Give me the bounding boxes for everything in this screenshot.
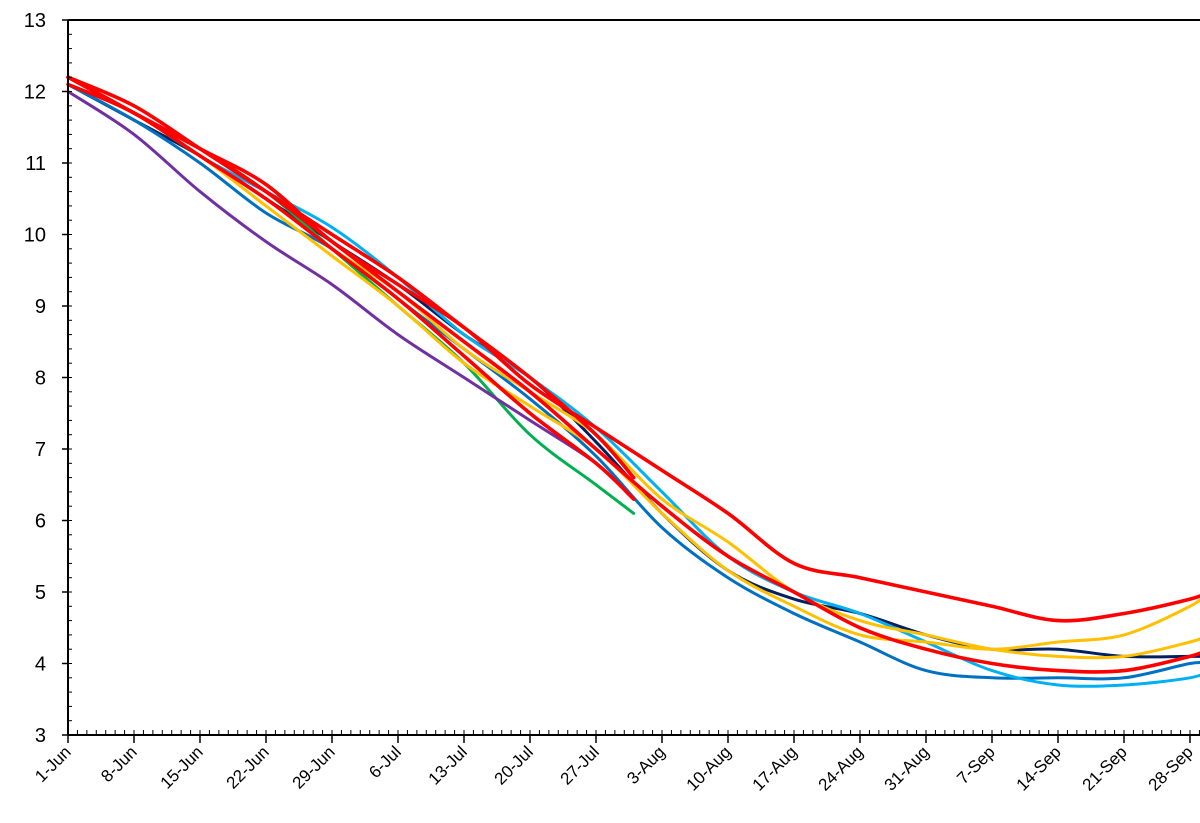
axes-layer [67, 19, 1200, 736]
x-tick-label: 6-Jul [365, 742, 404, 781]
series-line-2 [66, 82, 1200, 681]
y-tick-label: 12 [24, 82, 46, 104]
y-tick-label: 6 [35, 511, 46, 533]
x-tick-label: 8-Jun [97, 742, 141, 786]
series-line-11 [66, 82, 636, 501]
x-tick-label: 29-Jun [289, 742, 339, 792]
x-tick-label: 3-Aug [623, 742, 669, 788]
y-tick-label: 3 [35, 725, 46, 747]
x-tick-labels: 1-Jun 8-Jun 15-Jun 22-Jun 29-Jun 6-Jul 13-Jul 2… [31, 742, 1197, 794]
x-tick-label: 15-Jun [157, 742, 207, 792]
x-tick-label: 17-Aug [749, 742, 801, 794]
y-tick-label: 7 [35, 439, 46, 461]
x-tick-label: 13-Jul [425, 742, 471, 788]
x-tick-label: 28-Sep [1145, 742, 1197, 794]
x-tick-label: 1-Jun [31, 742, 75, 786]
series-line-6 [66, 75, 1200, 651]
series-layer [66, 75, 1200, 688]
y-tick-label: 10 [24, 225, 46, 247]
x-tick-label: 7-Sep [953, 742, 999, 788]
x-tick-label: 27-Jul [557, 742, 603, 788]
x-tick-label: 10-Aug [683, 742, 735, 794]
series-line-4 [66, 75, 636, 515]
x-tick-label: 20-Jul [491, 742, 537, 788]
x-tick-label: 24-Aug [815, 742, 867, 794]
y-tick-labels: 3 4 5 6 7 8 9 10 11 12 13 [24, 10, 46, 747]
x-tick-label: 31-Aug [881, 742, 933, 794]
y-tick-label: 8 [35, 368, 46, 390]
series-line-8 [66, 75, 1200, 623]
y-tick-label: 5 [35, 582, 46, 604]
y-tick-label: 9 [35, 296, 46, 318]
series-line-10 [66, 75, 636, 480]
x-tick-label: 14-Sep [1013, 742, 1065, 794]
x-tick-label: 22-Jun [223, 742, 273, 792]
series-line-7 [66, 75, 1200, 660]
y-tick-label: 4 [35, 654, 46, 676]
series-line-5 [66, 90, 636, 501]
y-tick-label: 11 [25, 153, 46, 175]
y-tick-label: 13 [24, 10, 46, 32]
x-tick-label: 21-Sep [1079, 742, 1131, 794]
ticks-layer [62, 19, 1200, 743]
